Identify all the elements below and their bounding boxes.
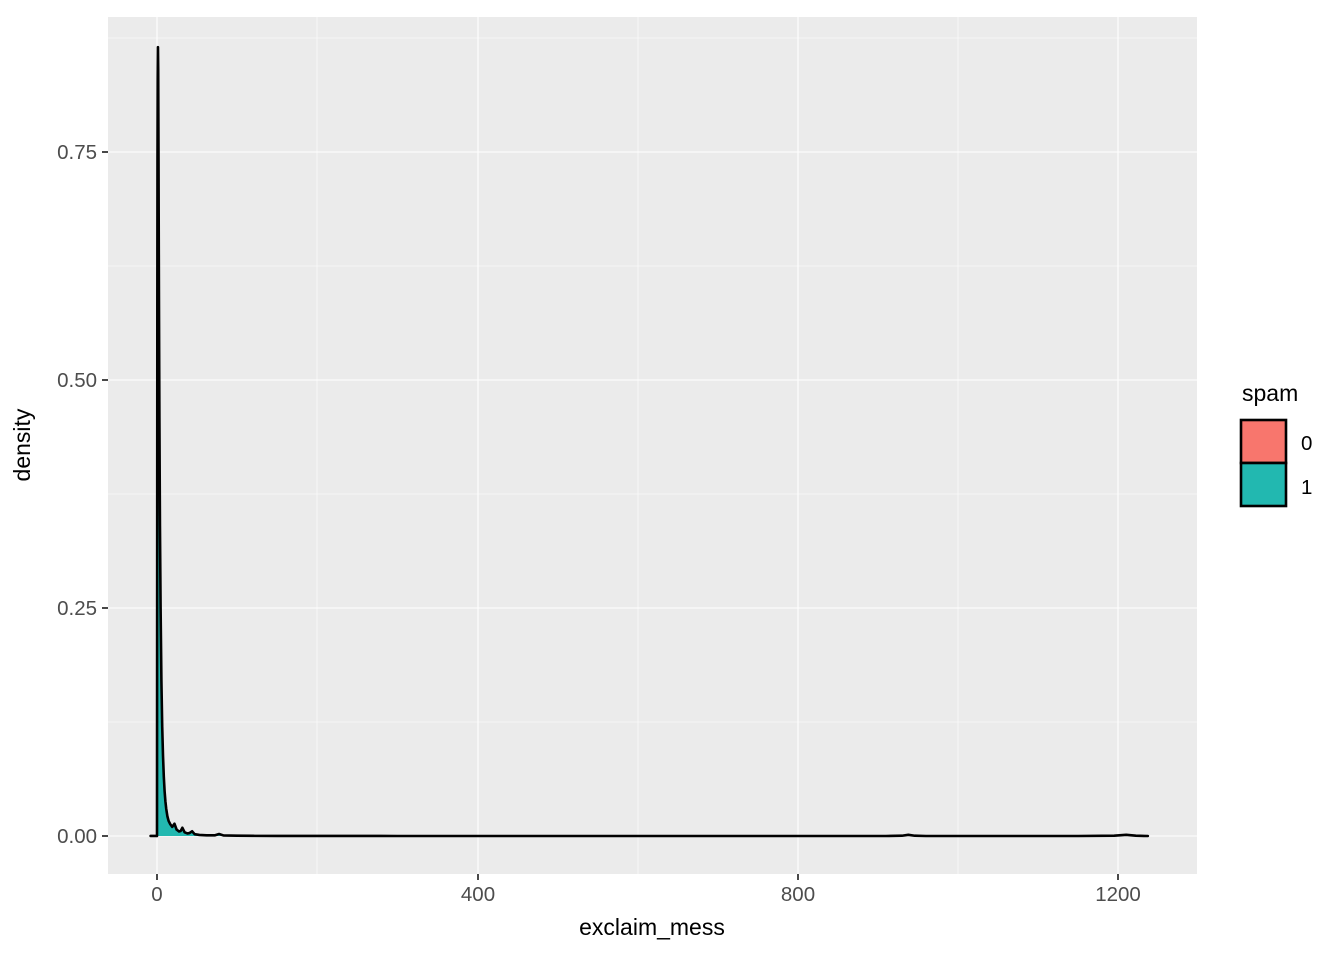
svg-text:0: 0 bbox=[1301, 432, 1312, 455]
svg-text:1200: 1200 bbox=[1095, 883, 1141, 906]
svg-text:0.50: 0.50 bbox=[57, 369, 97, 392]
svg-text:spam: spam bbox=[1242, 380, 1298, 406]
svg-text:0.25: 0.25 bbox=[57, 597, 97, 620]
svg-text:0.00: 0.00 bbox=[57, 825, 97, 848]
svg-text:0: 0 bbox=[151, 883, 162, 906]
svg-text:0.75: 0.75 bbox=[57, 141, 97, 164]
svg-text:800: 800 bbox=[781, 883, 815, 906]
svg-text:1: 1 bbox=[1301, 476, 1312, 499]
svg-text:exclaim_mess: exclaim_mess bbox=[579, 914, 725, 940]
svg-text:density: density bbox=[9, 408, 35, 481]
svg-text:400: 400 bbox=[461, 883, 495, 906]
